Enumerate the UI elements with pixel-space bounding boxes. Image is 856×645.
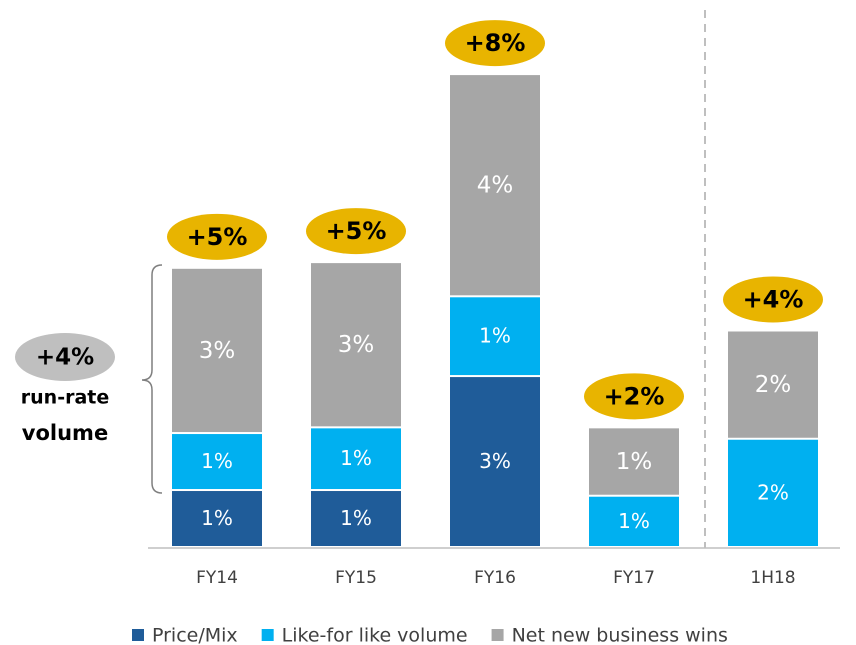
data-label: 3% <box>199 338 236 364</box>
total-label: +8% <box>465 29 526 57</box>
annotation: +4% <box>36 345 94 371</box>
data-label: 1% <box>616 449 653 475</box>
bar-segment <box>589 428 679 495</box>
legend-swatch <box>132 629 144 641</box>
bar-segment <box>450 377 540 546</box>
bar-segment <box>450 75 540 296</box>
total-bubble <box>167 213 267 260</box>
total-label: +5% <box>187 223 248 251</box>
bar-segment <box>728 331 818 438</box>
total-label: +4% <box>743 285 804 313</box>
data-label: 1% <box>340 506 372 530</box>
data-label: 1% <box>201 506 233 530</box>
legend-swatch <box>261 629 274 641</box>
annotation: run-rate <box>21 387 109 409</box>
total-bubble <box>445 20 545 67</box>
legend-label: Price/Mix <box>152 625 238 645</box>
annotation: volume <box>22 421 108 445</box>
annotation-bubble <box>15 333 115 381</box>
legend-label: Net new business wins <box>512 625 728 645</box>
data-label: 3% <box>479 449 511 473</box>
bar-segment <box>311 263 401 427</box>
bar-segment <box>172 434 262 490</box>
bar-segment <box>172 268 262 433</box>
bar-segment <box>172 491 262 546</box>
total-bubble <box>584 373 684 420</box>
x-tick-label: FY16 <box>474 568 516 588</box>
data-label: 2% <box>755 372 792 398</box>
data-label: 2% <box>757 480 789 504</box>
total-label: +2% <box>604 382 665 410</box>
x-tick-label: 1H18 <box>750 568 795 588</box>
data-label: 1% <box>201 449 233 473</box>
x-tick-label: FY14 <box>196 568 238 588</box>
total-bubble <box>306 208 406 255</box>
bar-segment <box>728 439 818 546</box>
data-label: 1% <box>479 324 511 348</box>
legend-swatch <box>491 629 504 641</box>
data-label: 1% <box>340 446 372 470</box>
total-label: +5% <box>326 217 387 245</box>
data-label: 4% <box>477 173 514 199</box>
bar-segment <box>311 491 401 546</box>
x-tick-label: FY15 <box>335 568 377 588</box>
data-label: 1% <box>618 509 650 533</box>
bar-segment <box>311 428 401 490</box>
legend-label: Like-for like volume <box>282 625 468 645</box>
bar-segment <box>589 496 679 546</box>
data-label: 3% <box>338 332 375 358</box>
brace <box>141 264 163 494</box>
total-bubble <box>723 276 823 323</box>
bar-segment <box>450 297 540 376</box>
x-tick-label: FY17 <box>613 568 655 588</box>
